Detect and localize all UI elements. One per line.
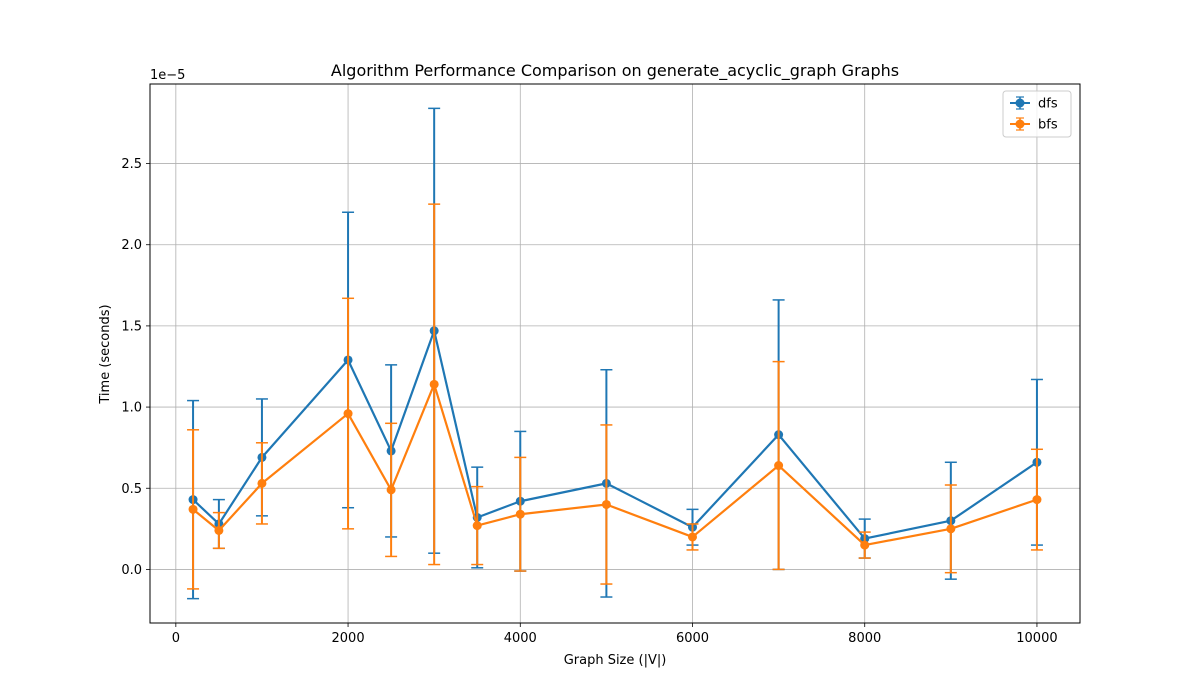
bfs-point (515, 509, 525, 519)
y-tick-label: 1.0 (121, 401, 142, 416)
bfs-point (429, 379, 439, 389)
bfs-point (214, 525, 224, 535)
x-tick-label: 0 (172, 631, 180, 646)
legend-entries: dfs bfs (1010, 96, 1058, 133)
y-tick-label: 0.5 (121, 482, 142, 497)
x-tick-label: 6000 (676, 631, 709, 646)
x-tick-label: 2000 (332, 631, 365, 646)
legend-box (1002, 90, 1072, 138)
x-axis-label: Graph Size (|V|) (564, 653, 667, 668)
x-tick-label: 8000 (848, 631, 881, 646)
legend-label-bfs: bfs (1038, 118, 1058, 133)
tick-layer: 0 2000 4000 6000 8000 10000 0.0 0.5 1.0 1.5 2.0 2.5 (121, 157, 1057, 646)
bfs-point (860, 540, 870, 550)
bfs-point (1032, 495, 1042, 505)
y-tick-label: 1.5 (121, 319, 142, 334)
dfs-line (192, 329, 1038, 540)
x-tick-label: 10000 (1016, 631, 1057, 646)
bfs-point (257, 478, 267, 488)
y-offset-label: 1e−5 (150, 68, 185, 83)
bfs-line (192, 383, 1038, 547)
bfs-point (946, 524, 956, 534)
bfs-point (386, 485, 396, 495)
bfs-point (688, 532, 697, 542)
bfs-point (188, 504, 198, 514)
bfs-point (601, 499, 611, 509)
y-tick-label: 0.0 (121, 563, 142, 578)
x-tick-label: 4000 (504, 631, 537, 646)
bfs-point (774, 461, 784, 471)
bfs-point (343, 409, 353, 419)
legend: dfs bfs (1002, 90, 1072, 138)
legend-swatch-marker (1015, 98, 1025, 108)
data-layer (187, 107, 1043, 600)
bfs-point (472, 521, 482, 531)
legend-swatch-marker (1015, 119, 1025, 129)
series-bfs (187, 203, 1043, 590)
legend-label-dfs: dfs (1038, 97, 1058, 112)
y-axis-label: Time (seconds) (98, 304, 113, 404)
chart-title: Algorithm Performance Comparison on gene… (331, 61, 899, 81)
y-tick-label: 2.5 (121, 157, 142, 172)
y-tick-label: 2.0 (121, 238, 142, 253)
plot-frame (149, 83, 1081, 624)
